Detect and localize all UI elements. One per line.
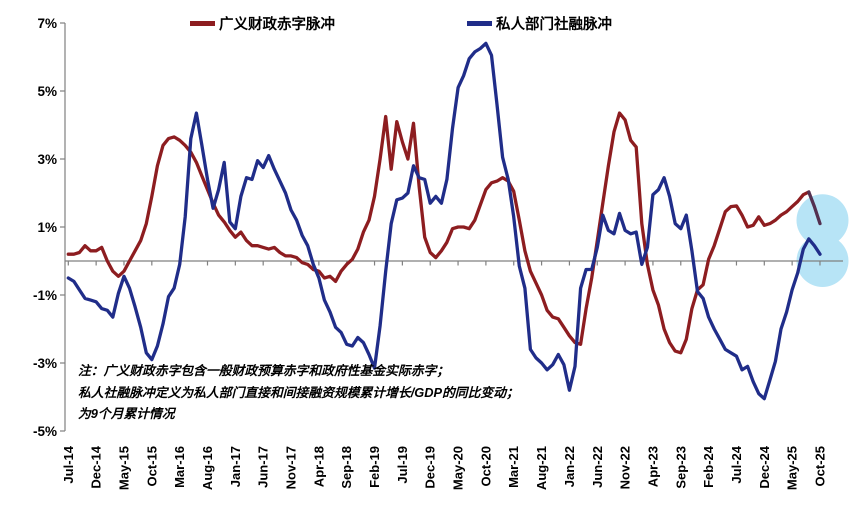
y-axis-label: 1%: [37, 220, 57, 235]
series-line: [66, 41, 822, 401]
x-axis-label: Apr-23: [645, 446, 660, 487]
y-axis-label: 7%: [37, 16, 57, 31]
x-axis-label: Jul-19: [395, 446, 410, 484]
x-axis-label: Mar-16: [172, 446, 187, 488]
legend-item-fiscal: 广义财政赤字脉冲: [190, 13, 335, 34]
x-axis-label: Jun-22: [590, 446, 605, 488]
y-axis-label: -5%: [33, 424, 57, 439]
x-axis-label: Apr-18: [311, 446, 326, 487]
x-axis-label: Nov-22: [618, 446, 633, 489]
x-axis-label: Oct-15: [144, 446, 159, 486]
x-axis-label: Feb-24: [701, 445, 716, 488]
series-line-recent: [807, 190, 822, 226]
y-axis-label: 3%: [37, 152, 57, 167]
x-axis-label: Jan-17: [228, 446, 243, 487]
x-axis-label: Jan-22: [562, 446, 577, 487]
y-axis-label: -3%: [33, 356, 57, 371]
legend-label-credit: 私人部门社融脉冲: [496, 17, 612, 33]
credit-line-swatch-icon: [467, 21, 492, 26]
x-axis-label: Dec-14: [89, 445, 104, 488]
fiscal-line-swatch-icon: [190, 21, 215, 26]
x-axis-label: Sep-23: [673, 446, 688, 489]
x-axis-label: Dec-19: [423, 446, 438, 489]
x-axis-label: Nov-17: [284, 446, 299, 489]
x-axis-label: Aug-16: [200, 446, 215, 490]
series-line: [66, 111, 811, 355]
x-axis-label: Oct-20: [478, 446, 493, 486]
x-axis-label: Dec-24: [757, 445, 772, 488]
footnote: 注：广义财政赤字包含一般财政预算赤字和政府性基金实际赤字； 私人社融脉冲定义为私…: [78, 360, 519, 425]
legend-item-credit: 私人部门社融脉冲: [467, 13, 612, 34]
x-axis-label: May-25: [785, 446, 800, 490]
x-axis-label: Aug-21: [534, 446, 549, 490]
x-axis-label: Jul-24: [729, 445, 744, 483]
x-axis-label: Jun-17: [256, 446, 271, 488]
highlight-circle: [796, 194, 849, 247]
footnote-line-2: 私人社融脉冲定义为私人部门直接和间接融资规模累计增长/GDP的同比变动；: [78, 384, 519, 400]
footnote-line-1: 注：广义财政赤字包含一般财政预算赤字和政府性基金实际赤字；: [78, 363, 450, 378]
x-axis-label: Oct-25: [813, 446, 828, 486]
y-axis-label: 5%: [37, 84, 57, 99]
y-axis-label: -1%: [33, 288, 57, 303]
x-axis-label: May-20: [451, 446, 466, 490]
x-axis-label: May-15: [117, 446, 132, 490]
footnote-line-3: 为9个月累计情况: [78, 406, 175, 421]
x-axis-label: Feb-19: [367, 446, 382, 488]
x-axis-label: Sep-18: [339, 446, 354, 489]
x-axis-label: Mar-21: [506, 446, 521, 488]
legend-label-fiscal: 广义财政赤字脉冲: [219, 17, 335, 33]
x-axis-label: Jul-14: [61, 445, 76, 483]
